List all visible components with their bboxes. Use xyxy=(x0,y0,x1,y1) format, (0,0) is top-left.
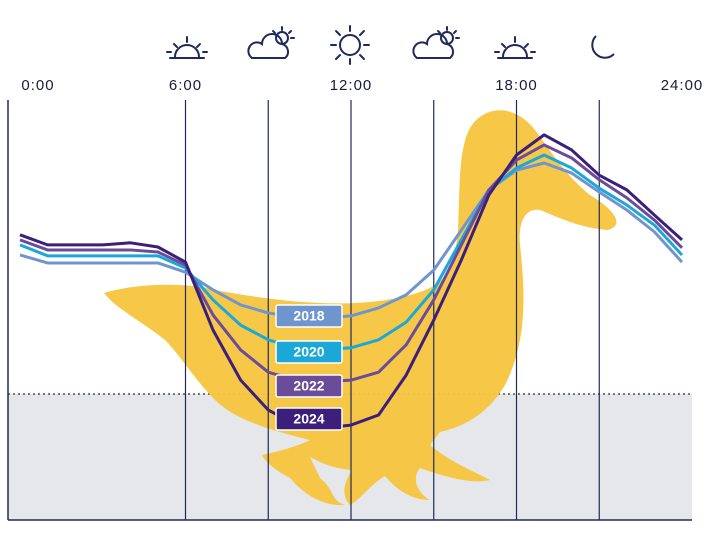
series-label-box xyxy=(275,340,343,364)
x-tick-label: 24:00 xyxy=(661,77,704,94)
x-tick-label: 6:00 xyxy=(169,77,202,94)
series-label: 2018 xyxy=(293,308,324,324)
series-label: 2022 xyxy=(293,378,324,394)
series-line xyxy=(19,161,684,320)
duck-illustration xyxy=(104,110,617,506)
series-label-box xyxy=(275,304,343,328)
series-label-box xyxy=(275,374,343,398)
x-tick-label: 0:00 xyxy=(21,77,54,94)
series-line xyxy=(19,143,684,384)
series-label: 2024 xyxy=(293,411,324,427)
time-icons xyxy=(166,25,615,65)
x-tick-label: 12:00 xyxy=(330,77,373,94)
x-tick-label: 18:00 xyxy=(495,77,538,94)
series-line xyxy=(19,153,684,352)
series-label: 2020 xyxy=(293,344,324,360)
series-label-box xyxy=(275,407,343,431)
series-line xyxy=(19,133,684,430)
